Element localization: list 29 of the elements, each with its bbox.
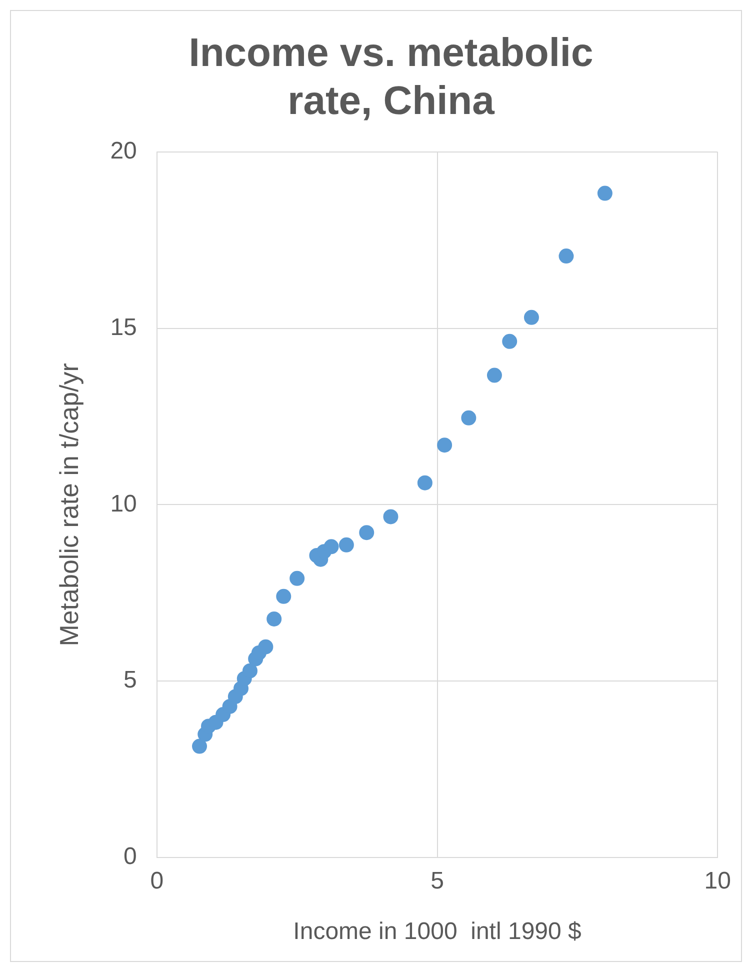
x-tick-label: 10 [704, 867, 732, 894]
point [524, 310, 539, 325]
y-tick-label: 0 [124, 843, 137, 870]
point [437, 438, 452, 453]
point [502, 334, 518, 349]
point [558, 248, 574, 264]
point [338, 537, 354, 552]
x-tick-label: 0 [150, 867, 164, 894]
point [597, 186, 612, 201]
y-tick-label: 5 [124, 666, 137, 694]
point [417, 475, 432, 490]
y-tick-label: 10 [110, 490, 137, 518]
point [359, 525, 374, 540]
point [266, 611, 282, 626]
point [383, 509, 398, 524]
point [290, 570, 305, 586]
point [258, 639, 274, 654]
x-axis-title: Income in 1000 intl 1990 $ [293, 918, 582, 946]
point [242, 663, 258, 678]
y-axis-title: Metabolic rate in t/cap/yr [54, 362, 84, 646]
point [486, 368, 502, 383]
x-tick-label: 5 [430, 867, 444, 894]
point [461, 410, 476, 426]
chart-title: Income vs. metabolic rate, China [188, 31, 594, 124]
point [276, 588, 292, 604]
y-tick-label: 20 [110, 138, 137, 165]
y-tick-label: 15 [110, 314, 137, 341]
point [192, 738, 208, 754]
point [324, 539, 339, 554]
